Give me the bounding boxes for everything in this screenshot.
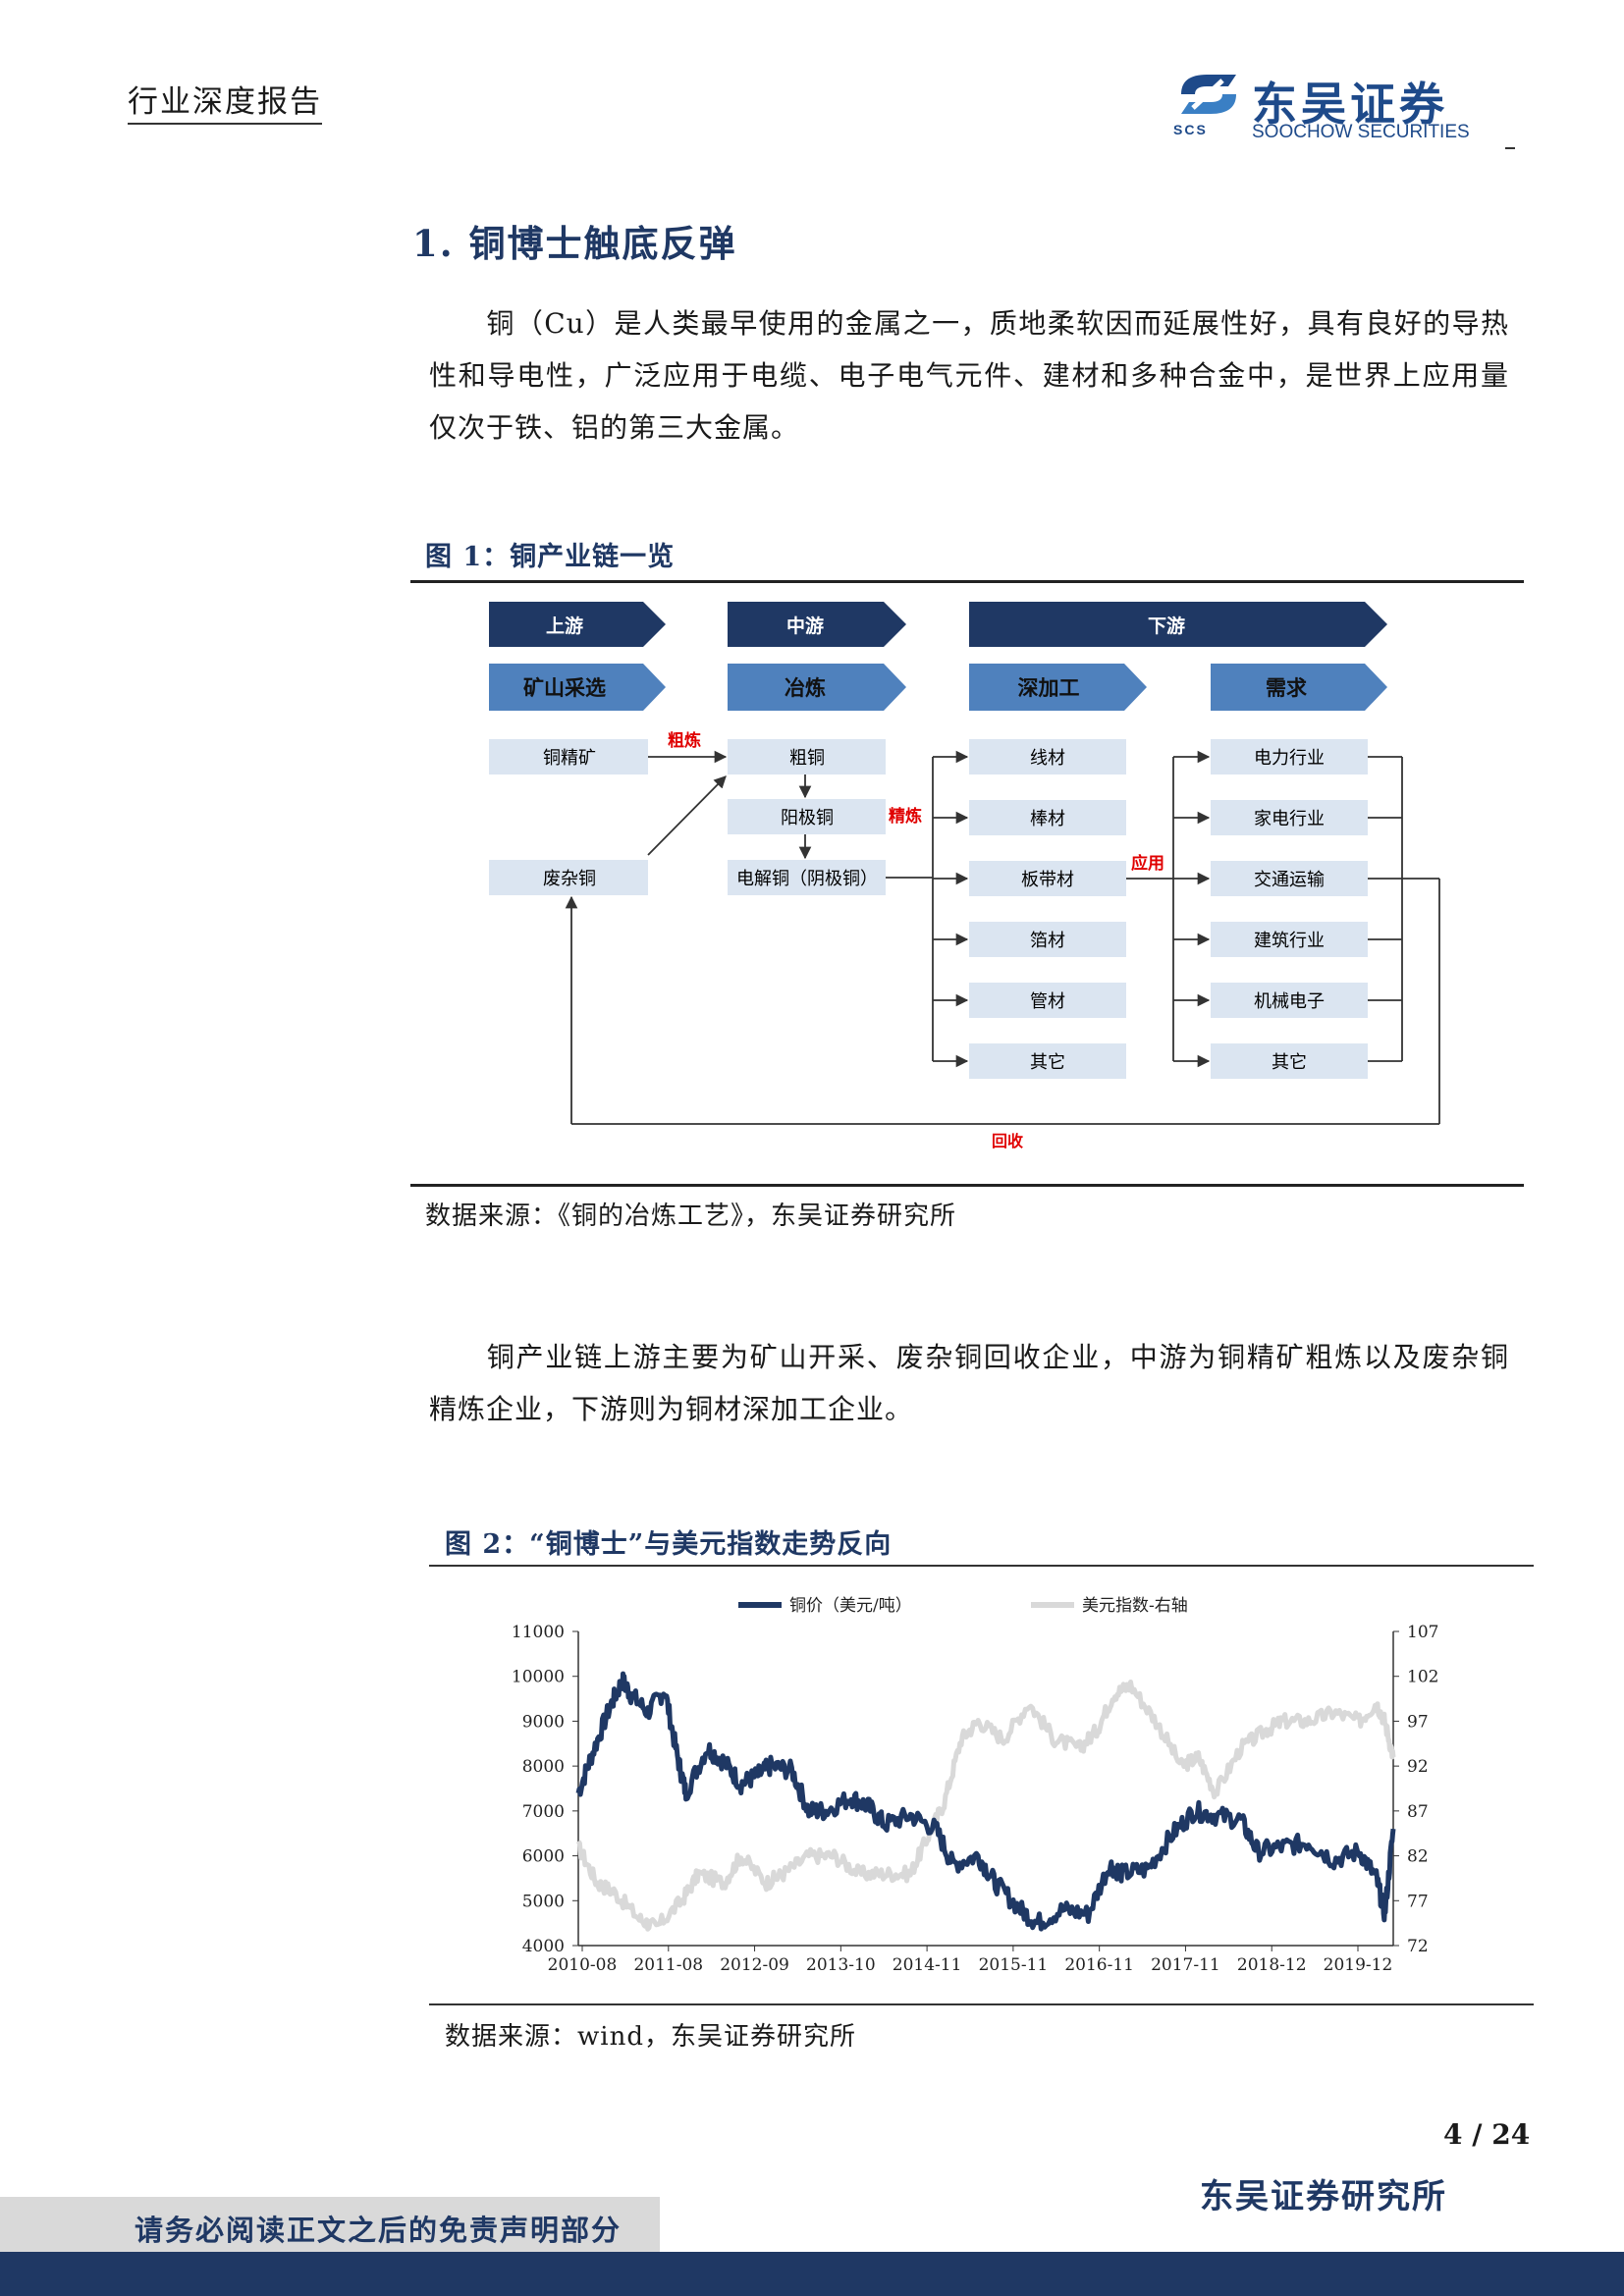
legend-label-1: 美元指数-右轴 (1082, 1596, 1188, 1616)
left-tick-label-7: 11000 (512, 1623, 565, 1642)
disclaimer-text: 请务必阅读正文之后的免责声明部分 (135, 2214, 623, 2247)
figure2-bottom-rule (429, 2003, 1534, 2005)
right-tick-label-0: 72 (1407, 1937, 1429, 1956)
box-anode (728, 799, 886, 834)
demand-5: 其它 (1272, 1052, 1307, 1073)
box-concentrate-label: 铜精矿 (543, 748, 596, 769)
figure1-top-rule (410, 580, 1524, 583)
stage-midstream: 中游 (728, 602, 906, 647)
section-heading: 1. 铜博士触底反弹 (412, 222, 737, 265)
stage-upstream-label: 上游 (546, 614, 583, 637)
label-rough: 粗炼 (668, 730, 701, 751)
logo-mark-icon (1181, 75, 1236, 114)
x-tick-label-6: 2016-11 (1064, 1955, 1134, 1975)
processing-2: 板带材 (1021, 870, 1074, 890)
left-tick-label-5: 9000 (522, 1712, 565, 1732)
left-tick-label-4: 8000 (522, 1757, 565, 1777)
left-tick-label-6: 10000 (512, 1668, 565, 1687)
logo-cn-text: 东吴证券 (1252, 78, 1448, 131)
right-tick-label-6: 102 (1407, 1668, 1438, 1687)
footer-institution: 东吴证券研究所 (1200, 2177, 1447, 2216)
demand-boxes: 电力行业 家电行业 交通运输 建筑行业 机械电子 其它 (1211, 739, 1368, 1079)
x-tick-label-5: 2015-11 (979, 1955, 1049, 1975)
box-concentrate (489, 739, 648, 774)
demand-1: 家电行业 (1254, 809, 1325, 829)
cat-mining: 矿山采选 (489, 664, 666, 711)
stage-downstream-label: 下游 (1148, 614, 1185, 637)
box-blister (728, 739, 886, 774)
right-tick-label-3: 87 (1407, 1802, 1429, 1822)
processing-0: 线材 (1030, 748, 1065, 769)
right-tick-label-7: 107 (1407, 1623, 1438, 1642)
x-tick-label-4: 2014-11 (893, 1955, 962, 1975)
chain-paragraph: 铜产业链上游主要为矿山开采、废杂铜回收企业，中游为铜精矿粗炼以及废杂铜精炼企业，… (429, 1331, 1509, 1435)
cat-processing: 深加工 (969, 664, 1147, 711)
company-logo: 东吴证券 SCS SOOCHOW SECURITIES (1173, 69, 1497, 147)
x-tick-label-1: 2011-08 (633, 1955, 703, 1975)
x-tick-label-3: 2013-10 (806, 1955, 876, 1975)
report-type-header: 行业深度报告 (128, 77, 322, 125)
cat-processing-label: 深加工 (1018, 675, 1080, 700)
label-apply: 应用 (1131, 853, 1164, 874)
x-tick-label-0: 2010-08 (548, 1955, 618, 1975)
figure2-title: 图 2：“铜博士”与美元指数走势反向 (445, 1529, 893, 1560)
legend-label-0: 铜价（美元/吨） (789, 1596, 912, 1616)
cat-demand-label: 需求 (1266, 675, 1307, 700)
intro-paragraph: 铜（Cu）是人类最早使用的金属之一，质地柔软因而延展性好，具有良好的导热性和导电… (429, 297, 1509, 454)
box-anode-label: 阳极铜 (781, 808, 834, 828)
processing-3: 箔材 (1030, 931, 1065, 951)
logo-en-text: SOOCHOW SECURITIES (1252, 122, 1470, 142)
demand-2: 交通运输 (1254, 870, 1325, 890)
cat-smelting: 冶炼 (728, 664, 906, 711)
figure2-source: 数据来源：wind，东吴证券研究所 (445, 2022, 856, 2052)
chain-connectors (565, 750, 1440, 1125)
x-tick-label-7: 2017-11 (1151, 1955, 1220, 1975)
cat-mining-label: 矿山采选 (523, 675, 606, 700)
x-tick-label-8: 2018-12 (1237, 1955, 1307, 1975)
right-tick-label-1: 77 (1407, 1892, 1429, 1911)
right-tick-label-2: 82 (1407, 1847, 1429, 1867)
footer-bar (0, 2252, 1624, 2296)
box-scrap (489, 860, 648, 895)
box-cathode-label: 电解铜（阴极铜） (736, 869, 878, 889)
x-tick-label-2: 2012-09 (720, 1955, 789, 1975)
left-tick-label-0: 4000 (522, 1937, 565, 1956)
box-blister-label: 粗铜 (789, 748, 825, 769)
x-tick-label-9: 2019-12 (1324, 1955, 1393, 1975)
demand-4: 机械电子 (1254, 991, 1325, 1012)
disclaimer-box (0, 2197, 660, 2252)
right-tick-label-4: 92 (1407, 1757, 1429, 1777)
figure2-top-rule (429, 1565, 1534, 1567)
processing-1: 棒材 (1030, 809, 1065, 829)
processing-5: 其它 (1030, 1052, 1065, 1073)
right-tick-label-5: 97 (1407, 1712, 1429, 1732)
box-cathode (728, 860, 886, 895)
left-tick-label-3: 7000 (522, 1802, 565, 1822)
series-line-dollar-index (575, 1680, 1396, 1932)
figure1-bottom-rule (410, 1184, 1524, 1187)
demand-3: 建筑行业 (1254, 931, 1325, 951)
stage-midstream-label: 中游 (786, 614, 824, 637)
box-scrap-label: 废杂铜 (543, 869, 596, 889)
figure1-title: 图 1：铜产业链一览 (425, 542, 676, 572)
stage-upstream: 上游 (489, 602, 666, 647)
copper-vs-dollar-chart: 4000 5000 6000 7000 8000 9000 10000 11000 72 77 82… (512, 1596, 1439, 1975)
intro-paragraph-text: 铜（Cu）是人类最早使用的金属之一，质地柔软因而延展性好，具有良好的导热性和导电… (429, 307, 1509, 444)
figure1-source: 数据来源：《铜的冶炼工艺》，东吴证券研究所 (425, 1201, 957, 1231)
cat-smelting-label: 冶炼 (785, 675, 826, 700)
logo-abbr-text: SCS (1173, 122, 1208, 137)
demand-0: 电力行业 (1254, 748, 1325, 769)
label-recycle: 回收 (992, 1132, 1023, 1150)
left-tick-label-2: 6000 (522, 1847, 565, 1867)
header-dash (1505, 147, 1515, 149)
series-line-copper (575, 1671, 1396, 1932)
processing-boxes: 线材 棒材 板带材 箔材 管材 其它 (969, 739, 1126, 1079)
cat-demand: 需求 (1211, 664, 1387, 711)
page-number: 4 / 24 (1443, 2118, 1531, 2151)
processing-4: 管材 (1030, 991, 1065, 1012)
left-tick-label-1: 5000 (522, 1892, 565, 1911)
chain-paragraph-text: 铜产业链上游主要为矿山开采、废杂铜回收企业，中游为铜精矿粗炼以及废杂铜精炼企业，… (429, 1341, 1509, 1425)
label-refine: 精炼 (889, 806, 922, 827)
stage-downstream: 下游 (969, 602, 1387, 647)
